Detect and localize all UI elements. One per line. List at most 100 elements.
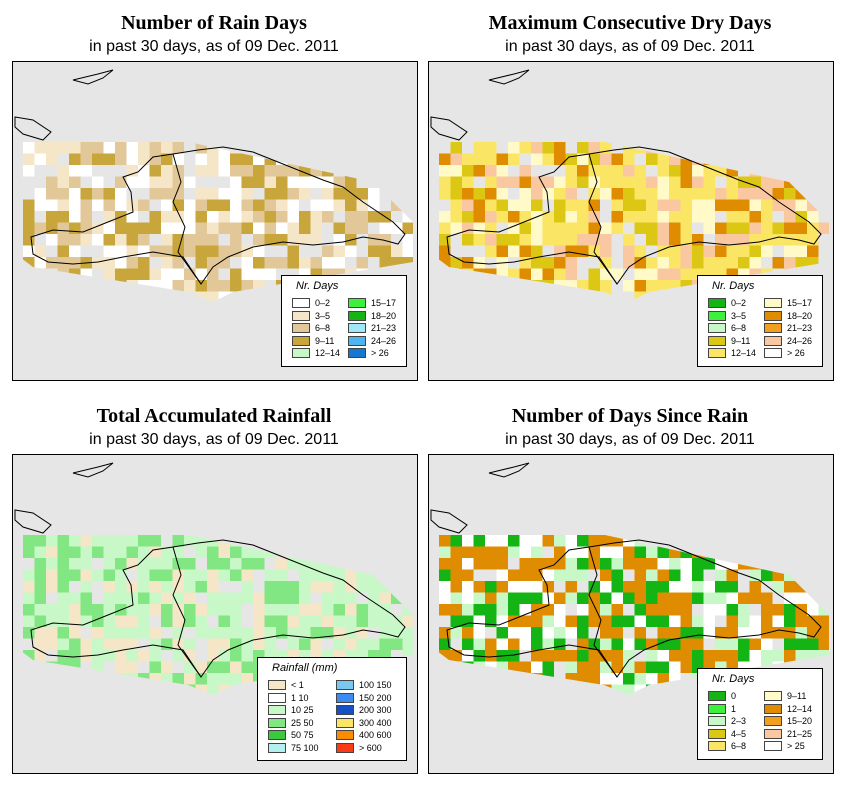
legend-item: 12–14	[764, 703, 812, 715]
grid-cell	[485, 199, 497, 211]
grid-cell	[784, 211, 796, 223]
grid-cell	[264, 592, 276, 604]
grid-cell	[784, 245, 796, 257]
grid-cell	[80, 581, 92, 593]
grid-cell	[692, 627, 704, 639]
grid-cell	[485, 684, 497, 695]
grid-cell	[450, 535, 462, 547]
grid-cell	[184, 615, 196, 627]
grid-cell	[287, 153, 299, 165]
grid-cell	[450, 211, 462, 223]
grid-cell	[241, 199, 253, 211]
grid-cell	[333, 153, 345, 165]
legend-item: 10 25	[268, 705, 314, 716]
grid-cell	[439, 673, 451, 685]
legend-title: Nr. Days	[712, 280, 755, 292]
grid-cell	[611, 604, 623, 616]
grid-cell	[391, 569, 403, 581]
grid-cell	[623, 661, 635, 673]
grid-cell	[473, 199, 485, 211]
grid-cell	[57, 546, 69, 558]
grid-cell	[485, 638, 497, 650]
grid-cell	[126, 558, 138, 570]
grid-cell	[69, 234, 81, 246]
grid-cell	[57, 535, 69, 547]
grid-cell	[149, 627, 161, 639]
grid-cell	[92, 188, 104, 200]
grid-cell	[391, 615, 403, 627]
grid-cell	[738, 627, 750, 639]
island-map	[430, 462, 829, 695]
grid-cell	[276, 211, 288, 223]
grid-cell	[462, 638, 474, 650]
grid-cell	[450, 558, 462, 570]
grid-cell	[333, 535, 345, 547]
grid-cell	[46, 673, 58, 685]
legend-label: 25 50	[291, 717, 314, 728]
grid-cell	[402, 176, 413, 188]
grid-cell	[531, 684, 543, 695]
legend-label: > 600	[359, 742, 382, 753]
grid-cell	[485, 280, 497, 292]
grid-cell	[473, 673, 485, 685]
grid-cell	[402, 257, 413, 269]
grid-cell	[80, 199, 92, 211]
grid-cell	[795, 535, 807, 547]
grid-cell	[184, 176, 196, 188]
grid-cell	[611, 638, 623, 650]
grid-cell	[184, 581, 196, 593]
legend-swatch	[348, 310, 366, 321]
grid-cell	[818, 638, 829, 650]
grid-cell	[462, 592, 474, 604]
grid-cell	[450, 222, 462, 234]
grid-cell	[46, 199, 58, 211]
grid-cell	[34, 153, 46, 165]
grid-cell	[692, 650, 704, 662]
grid-cell	[310, 650, 322, 662]
grid-cell	[218, 211, 230, 223]
grid-cell	[715, 268, 727, 280]
grid-cell	[462, 165, 474, 177]
grid-cell	[241, 638, 253, 650]
grid-cell	[588, 211, 600, 223]
grid-cell	[276, 592, 288, 604]
grid-cell	[519, 569, 531, 581]
grid-cell	[34, 604, 46, 616]
grid-cell	[646, 153, 658, 165]
grid-cell	[126, 638, 138, 650]
grid-cell	[126, 234, 138, 246]
grid-cell	[333, 222, 345, 234]
grid-cell	[230, 535, 242, 547]
grid-cell	[761, 245, 773, 257]
grid-cell	[138, 245, 150, 257]
grid-cell	[692, 257, 704, 269]
grid-cell	[680, 661, 692, 673]
grid-cell	[356, 627, 368, 639]
grid-cell	[368, 604, 380, 616]
grid-cell	[138, 199, 150, 211]
grid-cell	[92, 638, 104, 650]
grid-cell	[103, 142, 115, 154]
grid-cell	[276, 569, 288, 581]
grid-cell	[485, 581, 497, 593]
grid-cell	[749, 546, 761, 558]
legend-item: 1 10	[268, 692, 309, 704]
grid-cell	[69, 650, 81, 662]
grid-cell	[379, 257, 391, 269]
grid-cell	[634, 546, 646, 558]
grid-cell	[69, 638, 81, 650]
grid-cell	[287, 199, 299, 211]
grid-cell	[738, 176, 750, 188]
grid-cell	[287, 638, 299, 650]
grid-cell	[726, 165, 738, 177]
grid-cell	[473, 581, 485, 593]
grid-cell	[646, 581, 658, 593]
grid-cell	[772, 176, 784, 188]
grid-cell	[738, 558, 750, 570]
grid-cell	[807, 569, 819, 581]
grid-cell	[402, 615, 413, 627]
grid-cell	[450, 673, 462, 685]
grid-cell	[749, 199, 761, 211]
grid-cell	[218, 199, 230, 211]
